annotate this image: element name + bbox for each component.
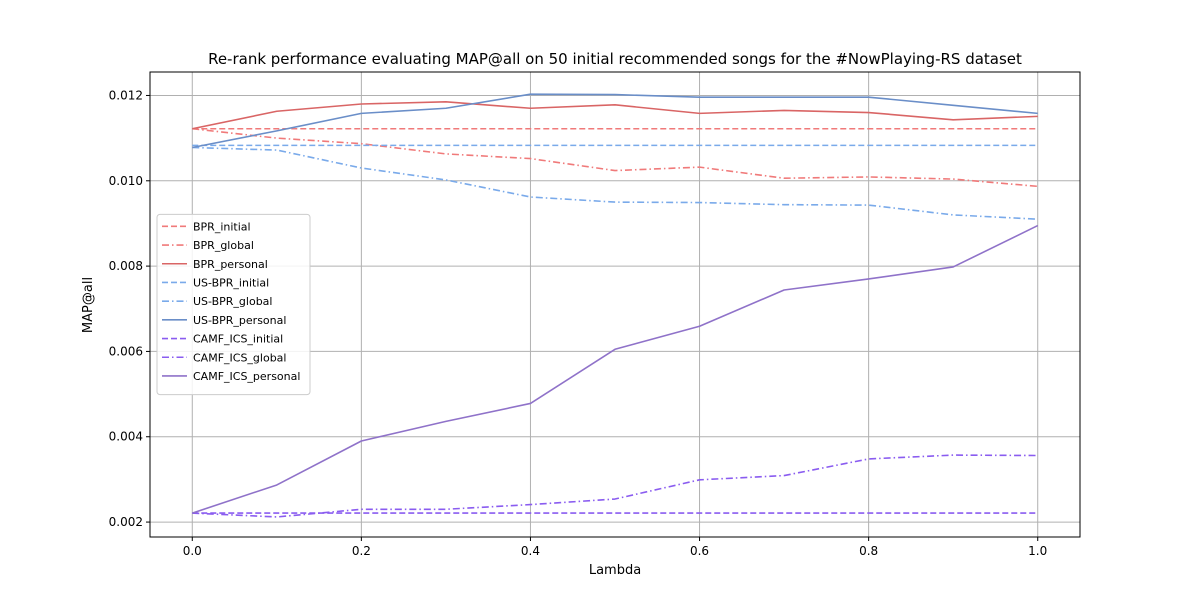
legend-item: BPR_global [162,239,254,252]
legend-label: US-BPR_initial [193,276,269,289]
plot-area-frame [149,71,1081,538]
x-axis-ticks: 0.0 0.2 0.4 0.6 0.8 1.0 [183,537,1047,558]
x-tick-label: 0.6 [690,544,709,558]
x-tick-label: 0.8 [859,544,878,558]
legend-label: BPR_global [193,239,254,252]
legend-label: BPR_initial [193,220,251,233]
y-tick-label: 0.004 [109,430,143,444]
legend-label: US-BPR_personal [193,314,286,327]
series-line-us-bpr-personal [192,93,1038,149]
y-tick-label: 0.008 [109,259,143,273]
legend-item: CAMF_ICS_initial [162,333,283,346]
y-tick-label: 0.002 [109,515,143,529]
series-line-us-bpr-global [192,146,1038,220]
y-tick-label: 0.010 [109,174,143,188]
x-axis-title: Lambda [589,563,641,578]
legend-item: BPR_initial [162,220,251,233]
y-axis-ticks: 0.002 0.004 0.006 0.008 0.010 0.012 [109,88,150,529]
x-tick-label: 0.0 [183,544,202,558]
legend-label: US-BPR_global [193,295,272,308]
legend: BPR_initial BPR_global BPR_personal US-BPR_… [156,213,311,396]
y-tick-label: 0.006 [109,344,143,358]
legend-label: BPR_personal [193,258,268,271]
y-tick-label: 0.012 [109,88,143,102]
x-tick-label: 1.0 [1028,544,1047,558]
series-line-camf-ics-personal [192,224,1039,514]
legend-item: BPR_personal [162,258,268,271]
chart-title: Re-rank performance evaluating MAP@all o… [208,50,1022,68]
legend-item: US-BPR_global [162,295,272,308]
legend-item: CAMF_ICS_personal [162,370,300,383]
series-lines [192,93,1039,518]
y-axis-title: MAP@all [81,277,96,333]
legend-box [156,213,311,396]
series-line-bpr-personal [192,101,1038,130]
legend-label: CAMF_ICS_initial [193,333,283,346]
x-tick-label: 0.2 [352,544,371,558]
legend-label: CAMF_ICS_personal [193,370,300,383]
legend-label: CAMF_ICS_global [193,351,286,364]
legend-item: US-BPR_initial [162,276,269,289]
legend-item: US-BPR_personal [162,314,286,327]
x-tick-label: 0.4 [521,544,540,558]
legend-item: CAMF_ICS_global [162,351,286,364]
series-line-bpr-global [192,127,1038,188]
series-line-camf-ics-global [192,454,1038,518]
